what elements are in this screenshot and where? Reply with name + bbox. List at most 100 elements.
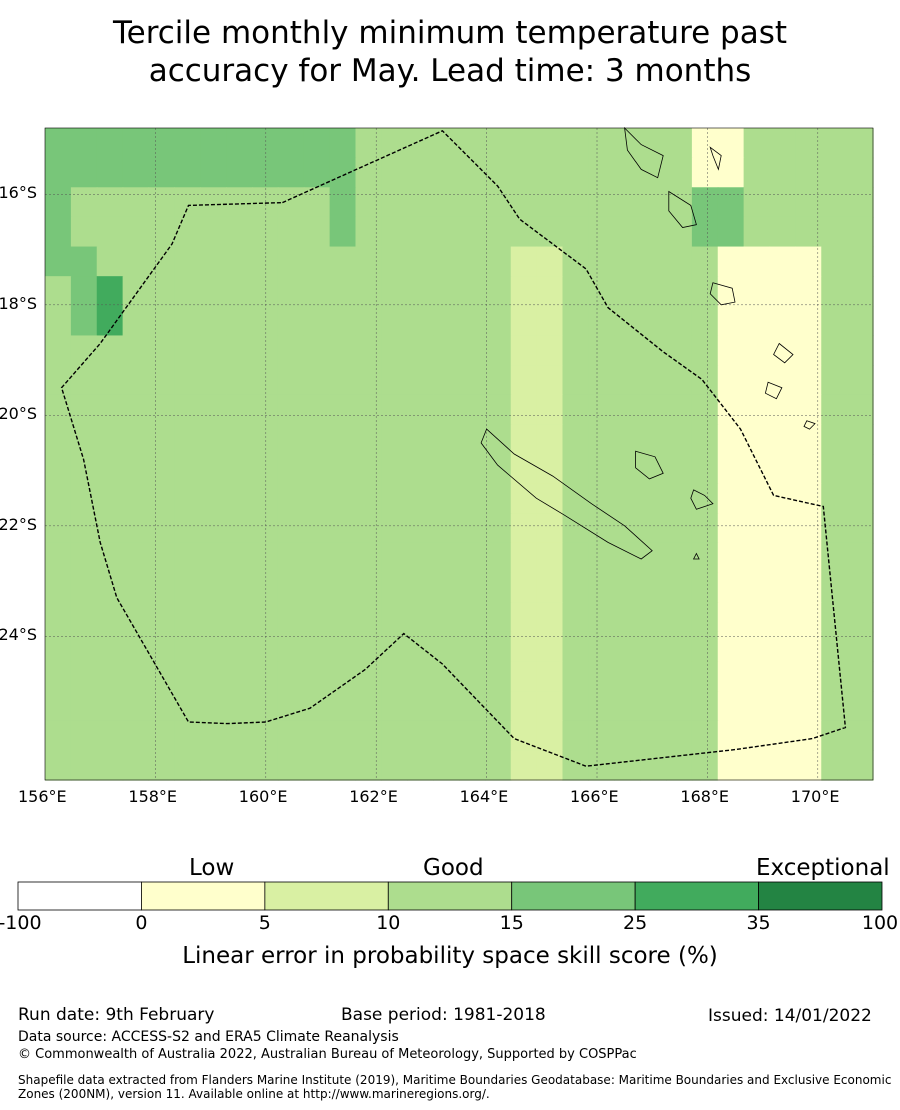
grid-cell bbox=[407, 454, 434, 485]
grid-cell bbox=[821, 424, 848, 455]
grid-cell bbox=[769, 483, 796, 514]
grid-cell bbox=[536, 276, 564, 307]
island-outline bbox=[803, 420, 816, 430]
grid-cell bbox=[252, 246, 279, 277]
grid-cell bbox=[847, 424, 874, 455]
grid-cell bbox=[536, 246, 564, 277]
colorbar-tick-label: -100 bbox=[0, 912, 42, 934]
grid-cell bbox=[769, 128, 796, 159]
grid-cell bbox=[70, 513, 98, 544]
grid-cell bbox=[562, 602, 589, 633]
grid-cell bbox=[45, 631, 72, 663]
grid-cell bbox=[769, 661, 796, 692]
grid-cell bbox=[743, 157, 771, 188]
grid-cell bbox=[252, 631, 279, 663]
grid-cell bbox=[148, 335, 175, 366]
grid-cell bbox=[329, 157, 357, 188]
grid-cell bbox=[407, 246, 434, 277]
grid-cell bbox=[70, 661, 98, 692]
grid-cell bbox=[795, 631, 822, 663]
grid-cell bbox=[70, 216, 98, 248]
grid-cell bbox=[743, 216, 771, 248]
grid-cell bbox=[381, 365, 408, 396]
grid-cell bbox=[45, 305, 72, 337]
grid-cell bbox=[174, 454, 201, 485]
grid-cell bbox=[510, 602, 538, 633]
grid-cell bbox=[303, 365, 331, 396]
grid-cell bbox=[562, 542, 589, 574]
grid-cell bbox=[614, 631, 641, 663]
grid-cell bbox=[303, 424, 331, 455]
grid-cell bbox=[847, 720, 874, 751]
grid-cell bbox=[666, 631, 693, 663]
grid-cell bbox=[510, 365, 538, 396]
grid-cell bbox=[769, 246, 796, 277]
grid-cell bbox=[795, 483, 822, 514]
grid-cell bbox=[277, 483, 305, 514]
grid-cell bbox=[536, 483, 564, 514]
grid-cell bbox=[226, 187, 253, 218]
grid-cell bbox=[122, 216, 150, 248]
grid-cell bbox=[252, 335, 279, 366]
grid-cell bbox=[536, 394, 564, 425]
grid-cell bbox=[277, 750, 305, 781]
grid-cell bbox=[407, 631, 434, 663]
grid-cell bbox=[717, 661, 745, 692]
grid-cell bbox=[70, 305, 98, 337]
grid-cell bbox=[303, 542, 331, 574]
grid-cell bbox=[666, 454, 693, 485]
grid-cell bbox=[795, 157, 822, 188]
grid-cell bbox=[717, 454, 745, 485]
grid-cell bbox=[70, 157, 98, 188]
grid-cell bbox=[70, 187, 98, 218]
grid-cell bbox=[691, 513, 719, 544]
grid-cell bbox=[355, 631, 382, 663]
grid-cell bbox=[433, 454, 460, 485]
grid-cell bbox=[407, 483, 434, 514]
island-outline bbox=[668, 190, 697, 228]
grid-cell bbox=[821, 513, 848, 544]
grid-cell bbox=[148, 394, 175, 425]
grid-cell bbox=[691, 661, 719, 692]
grid-cell bbox=[200, 572, 227, 603]
grid-cell bbox=[277, 246, 305, 277]
lat-tick-label: 20°S bbox=[0, 404, 37, 424]
grid-cell bbox=[510, 513, 538, 544]
grid-cell bbox=[433, 216, 460, 248]
grid-cell bbox=[433, 750, 460, 781]
grid-cell bbox=[252, 276, 279, 307]
grid-cell bbox=[200, 483, 227, 514]
run-date: Run date: 9th February bbox=[18, 1005, 215, 1025]
grid-cell bbox=[148, 720, 175, 751]
grid-cell bbox=[355, 394, 382, 425]
grid-cell bbox=[200, 276, 227, 307]
grid-cell bbox=[769, 187, 796, 218]
grid-cell bbox=[562, 157, 589, 188]
grid-cell bbox=[122, 246, 150, 277]
grid-cell bbox=[459, 216, 486, 248]
grid-cell bbox=[226, 661, 253, 692]
grid-cell bbox=[433, 631, 460, 663]
grid-cell bbox=[381, 424, 408, 455]
grid-cell bbox=[691, 720, 719, 751]
grid-cell bbox=[666, 276, 693, 307]
grid-cell bbox=[795, 424, 822, 455]
grid-cell bbox=[277, 424, 305, 455]
grid-cell bbox=[795, 750, 822, 781]
grid-cell bbox=[277, 631, 305, 663]
grid-cell bbox=[303, 750, 331, 781]
grid-cell bbox=[510, 661, 538, 692]
lon-tick-label: 168°E bbox=[680, 787, 730, 806]
grid-cell bbox=[640, 128, 667, 159]
grid-cell bbox=[743, 513, 771, 544]
grid-cell bbox=[743, 631, 771, 663]
colorbar-tick-label: 35 bbox=[746, 912, 771, 934]
grid-cell bbox=[407, 691, 434, 722]
grid-cell bbox=[717, 157, 745, 188]
grid-cell bbox=[148, 246, 175, 277]
grid-cell bbox=[821, 246, 848, 277]
grid-cell bbox=[717, 424, 745, 455]
grid-cell bbox=[200, 720, 227, 751]
grid-cell bbox=[666, 750, 693, 781]
lon-tick-label: 162°E bbox=[349, 787, 398, 806]
